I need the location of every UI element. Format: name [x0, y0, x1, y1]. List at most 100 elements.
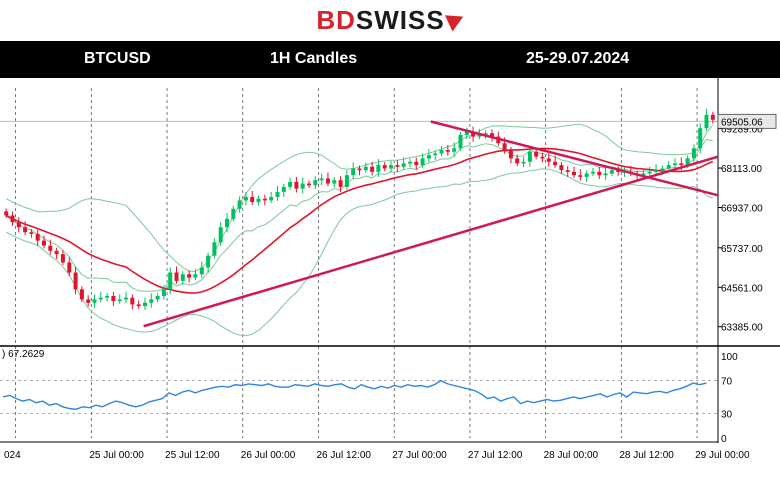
candle — [262, 198, 267, 201]
candle — [389, 165, 393, 169]
candle — [111, 296, 116, 301]
candle — [490, 133, 494, 137]
candle — [477, 134, 482, 137]
candle — [319, 178, 324, 181]
trendline-2 — [430, 120, 719, 197]
candle — [250, 197, 255, 202]
candle — [534, 151, 539, 157]
candle — [294, 181, 299, 189]
candle — [420, 158, 425, 166]
candle — [136, 304, 141, 307]
candle — [559, 165, 564, 171]
candle — [237, 200, 242, 209]
candle — [180, 274, 185, 281]
candle — [79, 289, 84, 300]
moving-average-line — [5, 147, 714, 294]
rsi-tick-label: 70 — [721, 377, 733, 388]
candle — [527, 151, 532, 162]
candle — [231, 208, 236, 219]
candle — [212, 242, 217, 256]
candle — [502, 143, 507, 150]
time-label: 25 Jul 12:00 — [165, 450, 220, 461]
candle — [155, 296, 160, 300]
time-label: 26 Jul 12:00 — [316, 450, 371, 461]
rsi-tick-label: 100 — [721, 352, 738, 363]
candle — [654, 170, 659, 172]
time-label: 27 Jul 12:00 — [468, 450, 523, 461]
price-tick-label: 66937.00 — [721, 204, 763, 215]
rsi-tick-label: 0 — [721, 434, 727, 445]
candle — [307, 183, 311, 186]
candle — [48, 245, 53, 251]
time-label: 26 Jul 00:00 — [241, 450, 296, 461]
candle — [60, 254, 65, 263]
brand-logo: BDSWISS — [0, 0, 780, 40]
candle — [130, 297, 135, 305]
candle — [10, 215, 15, 223]
candle — [35, 233, 40, 241]
candle — [578, 175, 583, 177]
candle — [193, 274, 198, 278]
candle — [471, 131, 476, 137]
candle — [4, 211, 9, 216]
candle — [565, 170, 570, 172]
candle — [256, 198, 261, 203]
candle — [54, 250, 59, 255]
brand-part-1: BD — [316, 4, 356, 35]
candle — [187, 274, 192, 278]
candle — [149, 299, 154, 303]
price-tick-label: 63385.00 — [721, 323, 763, 334]
candle — [124, 297, 128, 300]
candle — [29, 232, 34, 234]
candle — [710, 114, 715, 120]
candle — [483, 133, 488, 135]
candle — [243, 197, 248, 201]
trendline-1 — [143, 155, 719, 328]
candle — [641, 173, 646, 176]
candle — [591, 171, 595, 174]
candle — [300, 183, 305, 189]
candle — [508, 150, 513, 159]
candle — [73, 272, 78, 290]
current-price-label: 69505.06 — [721, 117, 763, 128]
candle — [67, 262, 72, 273]
candle — [351, 168, 356, 176]
candle — [23, 227, 28, 233]
candle — [370, 166, 375, 172]
candle — [98, 297, 103, 300]
candle — [572, 171, 576, 176]
candle — [445, 150, 450, 152]
candle — [673, 163, 677, 166]
banner-dates: 25-29.07.2024 — [526, 50, 630, 67]
candle — [452, 148, 457, 152]
time-label: 27 Jul 00:00 — [392, 450, 447, 461]
candle — [117, 299, 122, 302]
candle — [382, 165, 387, 169]
candle — [679, 163, 684, 166]
candle — [395, 165, 400, 167]
rsi-tick-label: 30 — [721, 409, 733, 420]
candle — [698, 128, 703, 149]
time-label: 024 — [4, 450, 21, 461]
candle — [609, 170, 614, 174]
price-tick-label: 65737.00 — [721, 244, 763, 255]
candle — [275, 192, 280, 197]
candle — [338, 180, 343, 187]
time-label: 28 Jul 12:00 — [619, 450, 674, 461]
candle — [344, 175, 349, 187]
candle — [357, 168, 362, 171]
bollinger-middle — [5, 138, 713, 292]
price-tick-label: 64561.00 — [721, 283, 763, 294]
candle — [199, 267, 204, 275]
rsi-line — [2, 379, 707, 411]
candle — [86, 299, 91, 303]
current-price-box — [717, 113, 777, 129]
candle — [603, 173, 608, 176]
candle — [426, 155, 431, 159]
candle — [616, 170, 621, 172]
candle — [553, 161, 558, 166]
bollinger-lower — [5, 168, 713, 337]
candle — [16, 222, 21, 228]
banner-timeframe: 1H Candles — [270, 50, 358, 67]
candle — [218, 227, 223, 243]
